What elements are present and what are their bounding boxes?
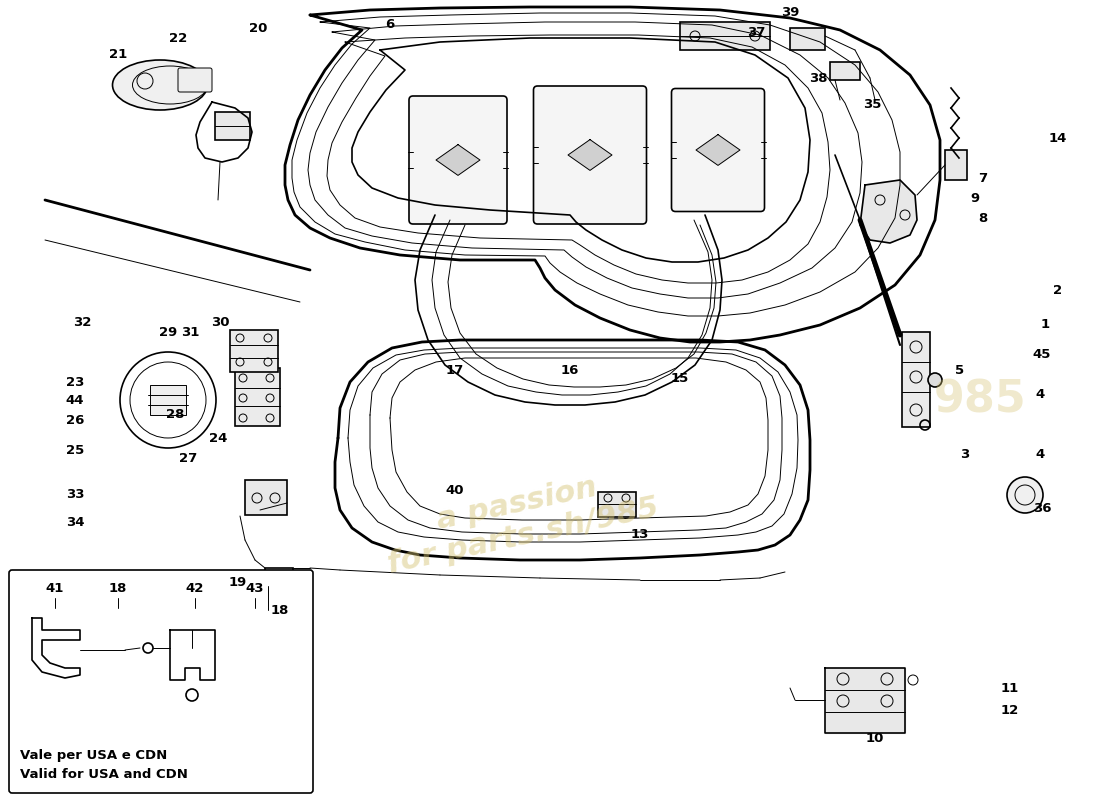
Text: Valid for USA and CDN: Valid for USA and CDN [20,769,188,782]
Text: 21: 21 [109,49,128,62]
Bar [245,480,287,515]
Text: 32: 32 [73,315,91,329]
Text: 41: 41 [46,582,64,594]
Polygon shape [568,139,612,170]
Text: 2: 2 [1054,283,1063,297]
Text: 34: 34 [66,515,85,529]
Text: Vale per USA e CDN: Vale per USA e CDN [20,749,167,762]
Text: 4: 4 [1035,389,1045,402]
Bar [265,568,293,586]
Text: 985: 985 [934,378,1026,422]
Circle shape [1006,477,1043,513]
FancyBboxPatch shape [671,89,764,211]
Bar [945,150,967,180]
Polygon shape [860,180,917,243]
FancyBboxPatch shape [409,96,507,224]
Bar [150,385,186,415]
Text: 18: 18 [271,603,289,617]
Text: a passion
for parts.sh/985: a passion for parts.sh/985 [378,461,662,579]
Bar [235,368,280,426]
Text: 17: 17 [446,363,464,377]
Text: 36: 36 [1033,502,1052,514]
Text: 44: 44 [66,394,85,406]
Text: 15: 15 [671,371,689,385]
Bar [598,492,636,517]
Text: 27: 27 [179,451,197,465]
Polygon shape [825,668,905,733]
Text: 22: 22 [169,31,187,45]
Text: 1: 1 [1041,318,1049,331]
Text: 31: 31 [180,326,199,338]
Text: 38: 38 [808,71,827,85]
Text: 4: 4 [1035,449,1045,462]
Text: 16: 16 [561,363,580,377]
Text: 26: 26 [66,414,85,426]
Bar [902,332,930,427]
Text: 40: 40 [446,483,464,497]
Text: 18: 18 [109,582,128,594]
Bar [790,28,825,50]
Polygon shape [696,134,740,166]
Text: 23: 23 [66,375,85,389]
Bar [214,112,250,140]
Bar [230,330,278,372]
Text: 30: 30 [211,315,229,329]
Text: 28: 28 [166,409,184,422]
Text: 20: 20 [249,22,267,34]
Text: 10: 10 [866,731,884,745]
Text: 45: 45 [1033,349,1052,362]
Text: 6: 6 [385,18,395,31]
Text: 9: 9 [970,191,980,205]
Text: 5: 5 [956,363,965,377]
Text: 19: 19 [229,575,248,589]
Circle shape [928,373,942,387]
Text: 13: 13 [630,529,649,542]
Text: 25: 25 [66,443,84,457]
FancyBboxPatch shape [9,570,314,793]
Ellipse shape [112,60,208,110]
Text: 42: 42 [186,582,205,594]
Text: 11: 11 [1001,682,1019,694]
Text: 7: 7 [978,171,988,185]
Bar [680,22,770,50]
Text: 24: 24 [209,431,228,445]
Text: 8: 8 [978,211,988,225]
Text: 14: 14 [1048,131,1067,145]
Text: 33: 33 [66,489,85,502]
Text: 39: 39 [781,6,800,18]
Text: 3: 3 [960,449,969,462]
Text: 12: 12 [1001,703,1019,717]
Text: 37: 37 [747,26,766,39]
FancyBboxPatch shape [178,68,212,92]
Polygon shape [436,145,480,175]
Bar [830,62,860,80]
Text: 35: 35 [862,98,881,111]
Text: 29: 29 [158,326,177,338]
FancyBboxPatch shape [534,86,647,224]
Text: 43: 43 [245,582,264,594]
